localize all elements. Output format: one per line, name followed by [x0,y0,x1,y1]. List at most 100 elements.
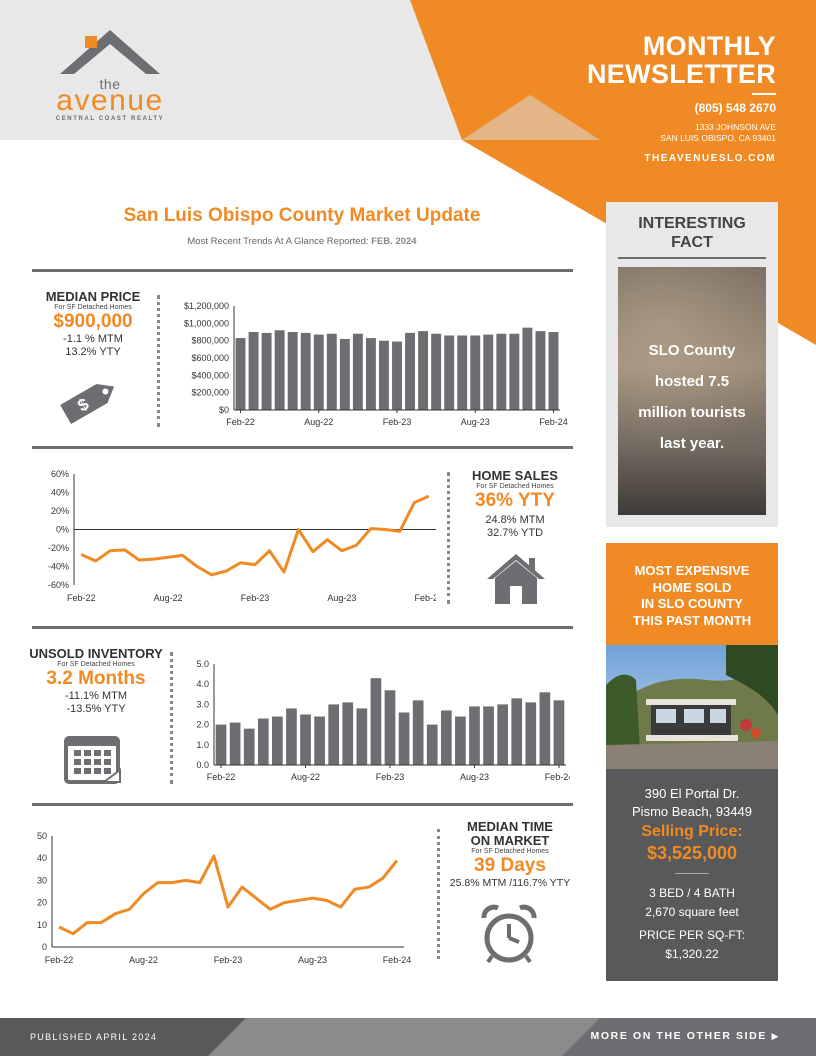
tom-title-line1: MEDIAN TIME [467,819,553,834]
y-tick-label: 50 [37,831,47,841]
market-update-subtitle: Most Recent Trends At A Glance Reported:… [32,236,572,247]
section-divider [32,626,573,629]
bar [496,333,507,410]
ppsf-label: PRICE PER SQ-FT: [638,928,745,942]
newsletter-title-line2: NEWSLETTER [587,59,776,89]
tom-value: 39 Days [474,855,546,876]
bar [370,678,382,765]
y-tick-label: 30 [37,875,47,885]
y-tick-label: $600,000 [191,353,229,363]
bar [469,706,480,765]
bar [300,714,311,765]
bar [215,724,227,765]
calendar-icon [64,736,121,784]
x-tick-label: Aug-23 [461,417,490,427]
logo-name: avenue [56,84,164,117]
y-tick-label: 10 [37,920,47,930]
house-photo [606,645,778,769]
fact-text-line: last year. [659,435,725,452]
logo-the: the [99,76,121,92]
footer-shading [0,1018,600,1056]
roof-logo-icon [60,30,160,74]
fact-text-line: hosted 7.5 [654,373,730,390]
y-tick-label: 40% [51,488,69,498]
more-on-other-side[interactable]: MORE ON THE OTHER SIDE ▶ [591,1030,780,1042]
inventory-value: 3.2 Months [46,668,146,689]
bar [405,332,415,410]
home-sales-title: HOME SALES [472,468,558,483]
y-tick-label: $0 [219,405,229,415]
subtitle-prefix: Most Recent Trends At A Glance Reported: [187,236,369,247]
bar [257,718,269,765]
bar [352,333,363,410]
fact-title-line1: INTERESTING [638,215,746,232]
beds-baths: 3 BED / 4 BATH [649,886,735,900]
title-divider [752,93,776,95]
stat-separator [447,472,450,604]
x-tick-label: Aug-23 [298,955,327,965]
x-tick-label: Aug-22 [291,772,320,782]
bar [440,710,452,765]
y-tick-label: -20% [48,543,69,553]
fact-title-line2: FACT [671,234,713,251]
bar [483,334,494,410]
time-on-market-chart: 0 10 20 30 40 50 Feb-22 Aug-22 Feb-23 Aug-23 Feb-2… [37,831,412,965]
bar [248,332,259,410]
more-label: MORE ON THE OTHER SIDE [590,1030,767,1042]
bar [342,702,354,765]
y-tick-label: 20% [51,506,69,516]
website-link[interactable]: THEAVENUESLO.COM [644,153,776,164]
price-tag-icon: $ [60,383,115,425]
y-tick-label: $1,000,000 [184,318,229,328]
series-line [58,854,399,936]
triangle-right-icon: ▶ [771,1031,780,1041]
bar [470,335,481,410]
bar [539,692,551,765]
y-tick-label: 4.0 [196,679,209,689]
y-tick-label: 40 [37,853,47,863]
bar [457,335,468,410]
x-tick-label: Feb-24 [539,417,568,427]
x-tick-label: Feb-24 [383,955,412,965]
y-tick-label: 3.0 [196,699,209,709]
x-tick-label: Aug-23 [460,772,489,782]
median-price-yty: 13.2% YTY [65,346,121,358]
photo-light [618,267,766,515]
details-divider [675,873,709,874]
y-tick-label: 0.0 [196,760,209,770]
x-tick-label: Aug-23 [327,593,356,603]
section-divider [32,803,573,806]
property-details: 390 El Portal Dr. Pismo Beach, 93449 Sel… [606,769,778,981]
y-tick-label: 20 [37,898,47,908]
subtitle-date: FEB. 2024 [371,236,417,247]
y-tick-label: $1,200,000 [184,301,229,311]
bar [497,704,508,765]
y-tick-label: $400,000 [191,370,229,380]
bar [553,700,565,765]
bar [326,333,337,410]
published-date: PUBLISHED APRIL 2024 [30,1032,158,1042]
bar [384,690,396,765]
alarm-clock-icon [481,904,537,964]
title-crop-mask [0,640,24,664]
bar [339,338,350,410]
y-tick-label: 5.0 [196,659,209,669]
phone-number[interactable]: (805) 548 2670 [694,101,776,115]
x-tick-label: Feb-22 [67,593,96,603]
y-tick-label: -60% [48,580,69,590]
newsletter-title-line1: MONTHLY [642,31,776,61]
time-on-market-stat: MEDIAN TIME ON MARKET For SF Detached Ho… [450,820,570,890]
y-tick-label: $800,000 [191,336,229,346]
x-tick-label: Feb-22 [207,772,236,782]
bar [444,335,455,410]
y-tick-label: 2.0 [196,720,209,730]
x-tick-label: Feb-23 [241,593,270,603]
x-tick-label: Feb-23 [383,417,412,427]
inventory-subtitle: For SF Detached Homes [57,661,135,668]
x-tick-label: Feb-22 [226,417,255,427]
bar [365,338,376,410]
property-address-line2: Pismo Beach, 93449 [632,804,752,819]
bar [455,716,466,765]
x-tick-label: Feb-24 [414,593,436,603]
bar [287,332,298,410]
